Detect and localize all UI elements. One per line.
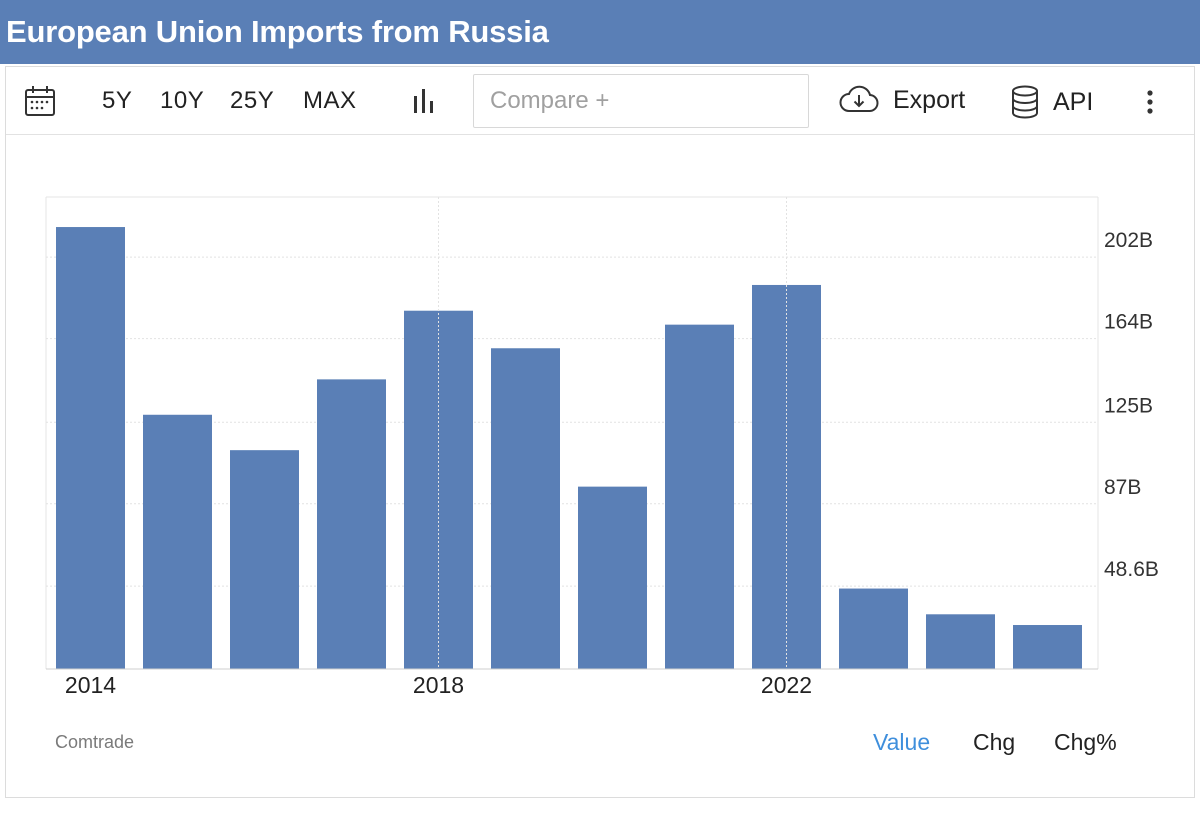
bar-chart-icon[interactable]: [410, 87, 438, 115]
x-tick-label: 2014: [65, 672, 116, 698]
tab-value[interactable]: Value: [873, 729, 931, 755]
chart-panel: 5Y 10Y 25Y MAX Export: [5, 66, 1195, 798]
y-tick-label: 48.6B: [1104, 558, 1159, 581]
x-tick-label: 2022: [761, 672, 812, 698]
bar: [143, 414, 212, 669]
api-label: API: [1053, 87, 1094, 116]
range-10y-button[interactable]: 10Y: [160, 87, 205, 114]
bar: [1013, 625, 1082, 669]
range-max-button[interactable]: MAX: [303, 87, 357, 114]
bar: [665, 324, 734, 669]
title-bar: European Union Imports from Russia: [0, 0, 1200, 64]
export-label: Export: [893, 85, 966, 114]
bar: [839, 588, 908, 669]
x-tick-label: 2018: [413, 672, 464, 698]
tab-chg[interactable]: Chg: [973, 729, 1016, 755]
tab-chg-percent[interactable]: Chg%: [1054, 729, 1117, 755]
range-5y-button[interactable]: 5Y: [102, 87, 133, 114]
bar: [491, 348, 560, 669]
bar: [752, 284, 821, 669]
bar: [230, 450, 299, 669]
more-vertical-icon[interactable]: [1142, 87, 1158, 117]
y-tick-label: 87B: [1104, 476, 1141, 499]
chart-toolbar: 5Y 10Y 25Y MAX Export: [6, 67, 1194, 135]
compare-input[interactable]: [473, 74, 809, 128]
range-25y-button[interactable]: 25Y: [230, 87, 275, 114]
bar: [56, 227, 125, 669]
y-tick-label: 125B: [1104, 394, 1153, 417]
bar-chart: 48.6B 87B 125B 164B 202B 2014 2018 2022: [45, 196, 1159, 698]
bar: [578, 486, 647, 669]
y-tick-label: 202B: [1104, 229, 1153, 252]
cloud-download-icon: [839, 85, 879, 112]
export-button[interactable]: Export: [839, 85, 965, 115]
y-tick-label: 164B: [1104, 311, 1153, 334]
calendar-icon[interactable]: [24, 85, 56, 117]
bar: [317, 379, 386, 669]
source-label: Comtrade: [55, 732, 135, 752]
page-title: European Union Imports from Russia: [6, 14, 549, 49]
database-icon: [1012, 85, 1038, 119]
api-button[interactable]: API: [1011, 85, 1093, 119]
bar: [926, 614, 995, 669]
